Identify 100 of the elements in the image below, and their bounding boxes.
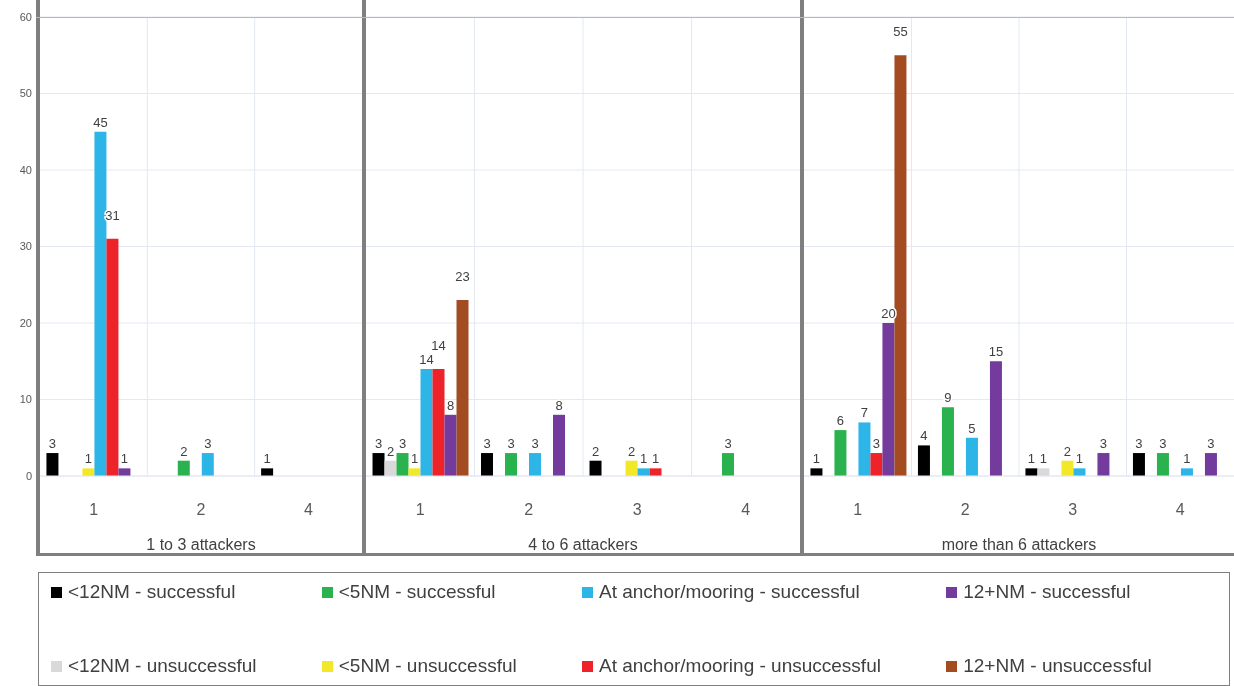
data-label: 2 [591,443,600,459]
data-label: 3 [398,436,407,452]
bar [941,407,954,476]
data-label: 1 [410,451,419,467]
bar [589,460,602,476]
bar [722,453,735,476]
bar [481,453,494,476]
data-label: 23 [455,269,470,285]
x-tick-label: 3 [1068,501,1078,519]
bar [529,453,542,476]
bar [1180,468,1193,476]
y-tick-label: 0 [25,469,32,482]
bar [420,368,433,476]
legend-label: At anchor/mooring - unsuccessful [598,655,881,677]
legend-label: 12+NM - unsuccessful [963,655,1152,677]
bar [408,468,421,476]
x-axis-title: 4 to 6 attackers [528,536,638,553]
x-axis-title: more than 6 attackers [941,536,1097,553]
bar [637,468,650,476]
data-label: 2 [627,443,636,459]
bar [432,368,445,476]
x-tick-label: 2 [196,501,206,519]
bar [917,445,930,476]
data-label: 1 [263,451,271,467]
bar [82,468,95,476]
legend-label: <5NM - unsuccessful [338,655,517,677]
data-label: 3 [507,436,515,452]
bar [1097,453,1110,476]
legend-label: <12NM - successful [68,581,236,603]
bar [384,460,397,476]
data-label: 31 [105,207,120,223]
bar [1132,453,1145,476]
data-label: 7 [860,405,869,421]
bar [834,430,847,476]
data-label: 3 [48,436,57,452]
bar [858,422,871,476]
bar [1037,468,1050,476]
data-label: 3 [1207,436,1215,452]
data-label: 15 [988,344,1004,360]
data-label: 1 [812,451,821,467]
data-label: 1 [1027,451,1036,467]
bar [177,460,190,476]
y-tick-label: 40 [19,163,32,176]
bar [456,300,469,476]
bar [625,460,638,476]
x-tick-label: 1 [415,501,425,519]
data-label: 3 [1099,436,1108,452]
x-axis-title: 1 to 3 attackers [146,536,256,553]
data-label: 8 [555,397,563,413]
data-label: 14 [431,337,446,353]
bar [1204,453,1217,476]
data-label: 1 [84,451,93,467]
bar [1073,468,1086,476]
y-tick-label: 10 [19,393,32,406]
bar [106,238,119,476]
data-label: 2 [1063,443,1072,459]
y-tick-label: 60 [19,10,32,23]
data-label: 55 [893,24,908,40]
data-label: 45 [93,114,108,130]
data-label: 1 [1183,451,1191,467]
bar [810,468,823,476]
data-label: 3 [1159,436,1167,452]
x-tick-label: 2 [524,501,534,519]
bar [870,453,883,476]
data-label: 1 [120,451,129,467]
bar [649,468,662,476]
x-tick-label: 3 [632,501,642,519]
bar [372,453,385,476]
data-label: 3 [374,436,383,452]
data-label: 8 [446,397,455,413]
bar [396,453,409,476]
data-label: 3 [531,436,539,452]
data-label: 3 [1135,436,1143,452]
bar [894,55,907,476]
bar [989,361,1002,476]
data-label: 2 [386,443,395,459]
bar [118,468,131,476]
legend-label: 12+NM - successful [963,581,1131,603]
bar [201,453,214,476]
legend-label: <12NM - unsuccessful [68,655,257,677]
y-tick-label: 20 [19,316,32,329]
bar [94,131,107,476]
bar [965,437,978,476]
bar [505,453,518,476]
x-tick-label: 4 [303,501,313,519]
legend-label: <5NM - successful [338,581,496,603]
data-label: 1 [1075,451,1084,467]
legend-label: At anchor/mooring - successful [598,581,860,603]
bar [1156,453,1169,476]
data-label: 14 [419,351,434,367]
data-label: 3 [724,436,732,452]
data-label: 6 [836,413,845,429]
data-label: 1 [639,451,648,467]
data-label: 2 [180,443,188,459]
bar [882,323,895,476]
bar [1061,460,1074,476]
bar [46,453,59,476]
data-label: 3 [483,436,491,452]
bar [1025,468,1038,476]
bar [261,468,274,476]
